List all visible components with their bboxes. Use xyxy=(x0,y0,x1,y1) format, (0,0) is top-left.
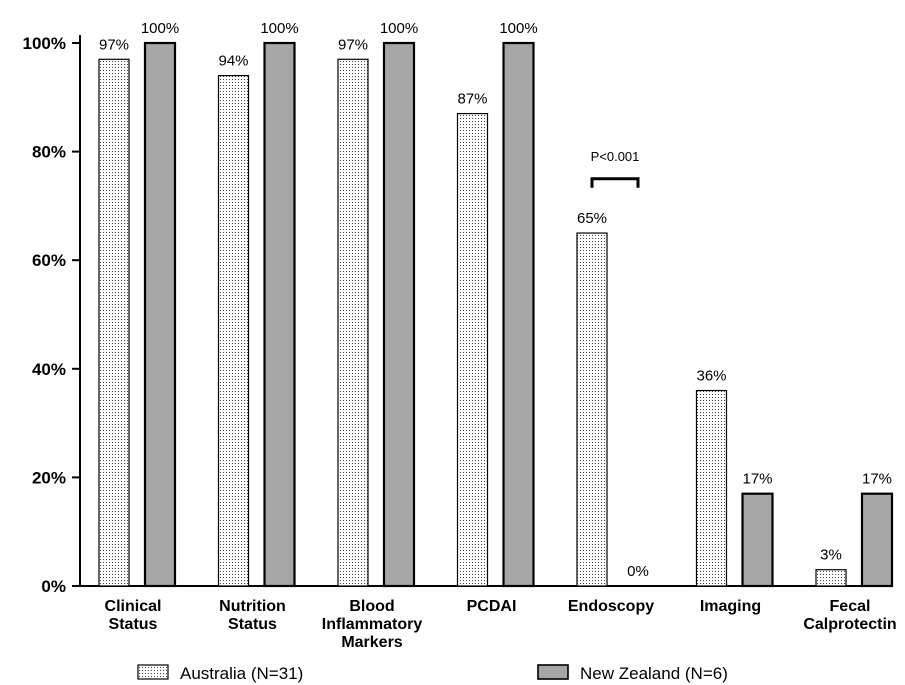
data-label: 100% xyxy=(141,20,179,37)
data-label: 100% xyxy=(380,20,418,37)
category-label: Endoscopy xyxy=(568,598,654,615)
data-label: 97% xyxy=(338,36,368,53)
category-labels: Clinical Status Nutrition Status Blood Inflam… xyxy=(105,598,897,651)
data-label: 100% xyxy=(260,20,298,37)
y-tick-label: 100% xyxy=(23,34,66,53)
bar-australia xyxy=(337,58,369,587)
legend-swatch xyxy=(537,664,569,680)
category-label: Clinical Status xyxy=(105,598,162,633)
bar-new-zealand xyxy=(382,41,416,588)
significance-bracket xyxy=(590,177,640,188)
legend-swatch xyxy=(137,664,169,680)
y-tick-label: 40% xyxy=(32,360,66,379)
data-label: 94% xyxy=(218,53,248,70)
legend-label: Australia (N=31) xyxy=(180,664,303,683)
y-tick-label: 60% xyxy=(32,251,66,270)
data-label: 17% xyxy=(742,471,772,488)
data-labels: 97% 100% 94% 100% 97% 100% 87% 100% 65% 0% 36% 17% 3… xyxy=(99,20,892,580)
data-label: 100% xyxy=(499,20,537,37)
bar-australia xyxy=(815,569,847,587)
bar-australia xyxy=(98,58,130,587)
data-label: 17% xyxy=(862,471,892,488)
bar-australia xyxy=(456,112,489,587)
category-label: Blood Inflammatory Markers xyxy=(322,598,423,651)
bar-new-zealand xyxy=(502,41,535,588)
p-value-label: P<0.001 xyxy=(591,149,640,164)
category-label: Nutrition Status xyxy=(219,598,286,633)
bar-australia xyxy=(217,74,250,587)
data-label: 87% xyxy=(457,91,487,108)
legend: Australia (N=31) New Zealand (N=6) xyxy=(137,664,728,683)
bars xyxy=(98,41,894,588)
bar-new-zealand xyxy=(741,492,774,588)
category-label: PCDAI xyxy=(467,598,517,615)
bar-new-zealand xyxy=(143,41,177,588)
legend-label: New Zealand (N=6) xyxy=(580,664,728,683)
bar-australia xyxy=(576,232,608,587)
data-label: 36% xyxy=(696,368,726,385)
data-label: 3% xyxy=(820,547,842,564)
y-tick-label: 80% xyxy=(32,143,66,162)
bar-australia xyxy=(695,389,728,587)
annotations: P<0.001 xyxy=(590,149,640,188)
y-tick-label: 0% xyxy=(41,577,66,596)
category-label: Fecal Calprotectin xyxy=(803,598,896,633)
data-label: 65% xyxy=(577,210,607,227)
category-label: Imaging xyxy=(700,598,761,615)
data-label: 97% xyxy=(99,36,129,53)
bar-new-zealand xyxy=(263,41,296,588)
y-tick-label: 20% xyxy=(32,468,66,487)
bar-new-zealand xyxy=(860,492,894,588)
data-label: 0% xyxy=(627,563,649,580)
